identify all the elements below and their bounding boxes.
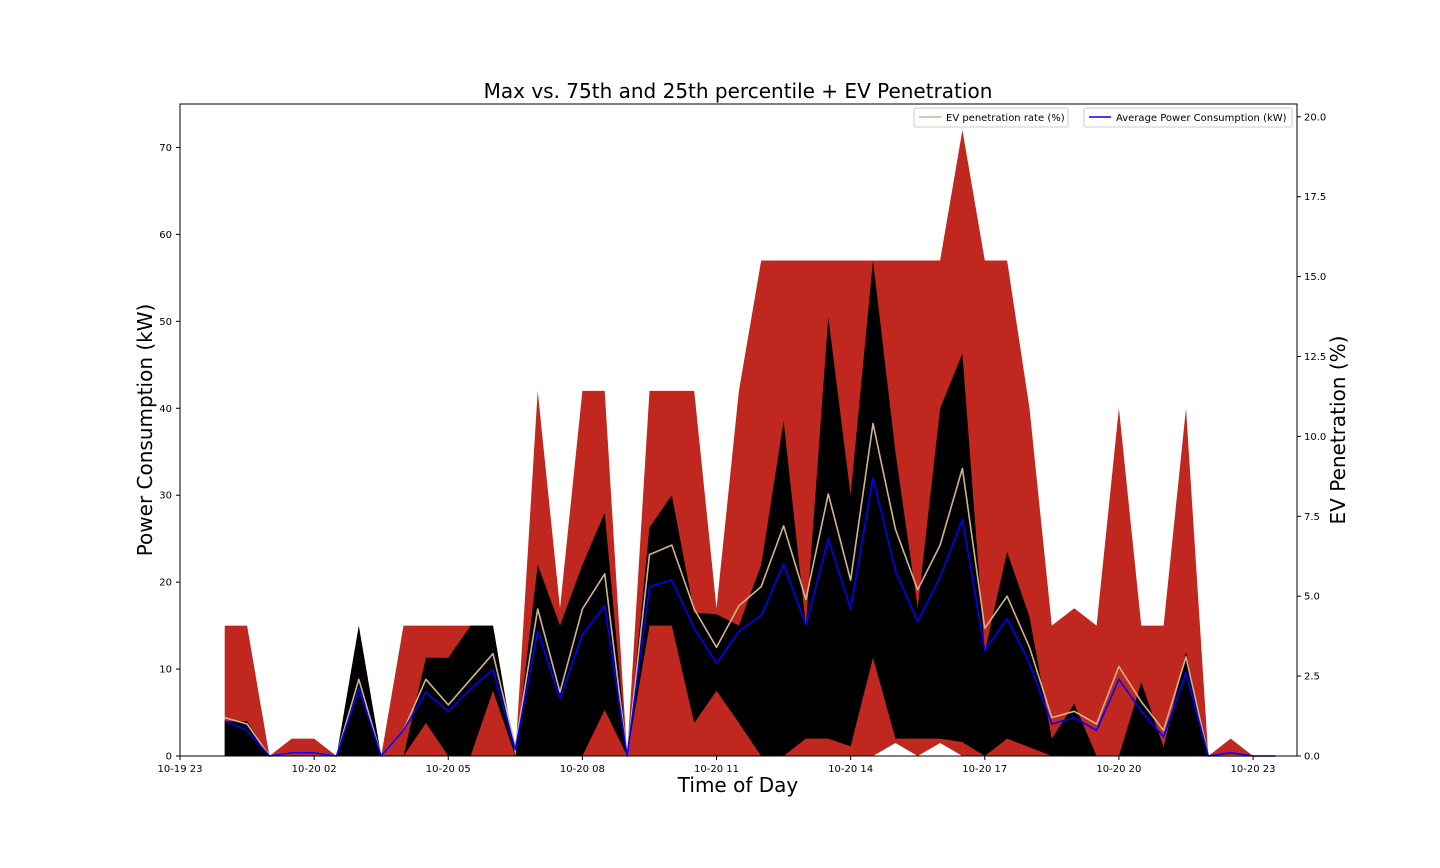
y2-tick-label: 2.5 — [1304, 672, 1320, 683]
y2-axis-ticks: 0.0 2.5 5.0 7.5 10.0 12.5 15.0 17.5 20.0 — [1297, 112, 1326, 763]
y-tick-label: 40 — [159, 404, 172, 415]
y2-tick-label: 15.0 — [1304, 272, 1326, 283]
y-axis-ticks: 0 10 20 30 40 50 60 70 — [159, 143, 180, 763]
y2-tick-label: 0.0 — [1304, 752, 1320, 763]
legend-blue: Average Power Consumption (kW) — [1083, 107, 1293, 128]
area-series-1 — [224, 260, 1276, 756]
x-tick-label: 10-19 23 — [158, 764, 203, 775]
legend-tan-box — [913, 107, 1069, 128]
y-tick-label: 60 — [159, 230, 172, 241]
y-tick-label: 20 — [159, 578, 172, 589]
y-tick-label: 10 — [159, 665, 172, 676]
y2-tick-label: 12.5 — [1304, 352, 1326, 363]
y2-tick-label: 5.0 — [1304, 592, 1320, 603]
y2-tick-label: 17.5 — [1304, 192, 1326, 203]
x-tick-label: 10-20 23 — [1231, 764, 1276, 775]
x-axis-label: Time of Day — [677, 773, 799, 797]
x-tick-label: 10-20 08 — [560, 764, 605, 775]
line-series — [224, 422, 1276, 757]
chart-title: Max vs. 75th and 25th percentile + EV Pe… — [484, 79, 993, 103]
average-power-line — [224, 477, 1276, 757]
area-layers — [224, 130, 1276, 757]
legend-tan: EV penetration rate (%) — [913, 107, 1069, 128]
x-tick-label: 10-20 14 — [828, 764, 873, 775]
y2-tick-label: 20.0 — [1304, 112, 1326, 123]
y-axis-label: Power Consumption (kW) — [133, 304, 157, 557]
y-tick-label: 30 — [159, 491, 172, 502]
x-axis-ticks: 10-19 23 10-20 02 10-20 05 10-20 08 10-20 11… — [158, 756, 1276, 775]
y-tick-label: 0 — [166, 752, 172, 763]
plot-frame — [179, 103, 1298, 757]
x-tick-label: 10-20 17 — [962, 764, 1007, 775]
y2-tick-label: 7.5 — [1304, 512, 1320, 523]
y2-axis-label: EV Penetration (%) — [1326, 336, 1350, 525]
x-tick-label: 10-20 20 — [1096, 764, 1141, 775]
area-series-2 — [224, 625, 1276, 756]
x-tick-label: 10-20 05 — [426, 764, 471, 775]
x-tick-label: 10-20 02 — [292, 764, 337, 775]
legend-tan-label: EV penetration rate (%) — [946, 113, 1065, 124]
y2-tick-label: 10.0 — [1304, 432, 1326, 443]
y-tick-label: 50 — [159, 317, 172, 328]
x-tick-label: 10-20 11 — [694, 764, 739, 775]
legend-blue-box — [1083, 107, 1293, 128]
legend-blue-label: Average Power Consumption (kW) — [1116, 113, 1287, 124]
y-tick-label: 70 — [159, 143, 172, 154]
